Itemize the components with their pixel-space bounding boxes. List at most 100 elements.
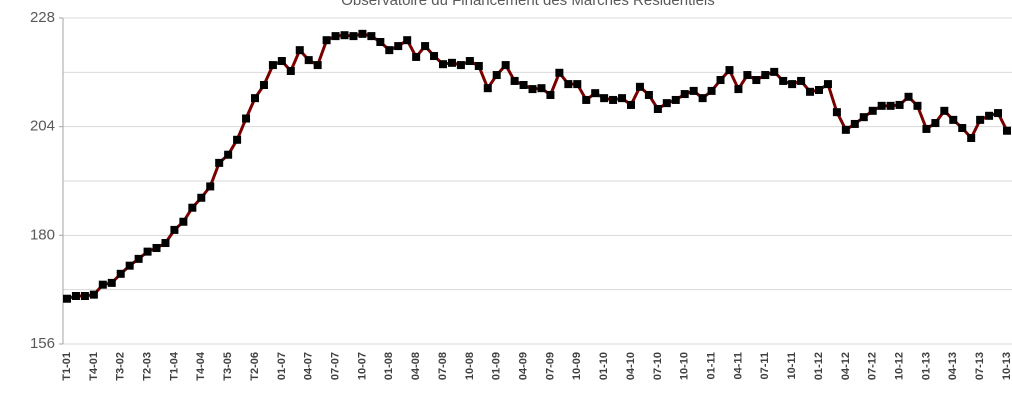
marker: [349, 32, 358, 41]
x-tick-label: 01-10: [598, 352, 610, 380]
x-tick-label: 07-10: [652, 352, 664, 380]
marker: [304, 56, 313, 65]
marker: [671, 95, 680, 104]
x-tick-label: 10-07: [356, 352, 368, 380]
marker: [116, 269, 125, 278]
marker: [940, 106, 949, 115]
marker: [680, 90, 689, 99]
marker: [895, 100, 904, 109]
x-tick-label: 07-08: [437, 352, 449, 380]
marker: [277, 57, 286, 66]
marker: [573, 80, 582, 89]
marker: [421, 42, 430, 51]
marker: [537, 84, 546, 93]
y-tick-label: 204: [30, 118, 55, 135]
x-tick-label: 04-08: [410, 352, 422, 380]
marker: [430, 52, 439, 61]
marker: [295, 46, 304, 55]
marker: [179, 217, 188, 226]
marker: [734, 85, 743, 94]
marker: [877, 101, 886, 110]
y-tick-label: 228: [30, 9, 55, 26]
x-tick-label: T1-01: [61, 352, 73, 381]
x-tick-label: T2-06: [249, 352, 261, 381]
marker: [662, 99, 671, 108]
marker: [492, 71, 501, 80]
marker: [698, 94, 707, 103]
marker: [591, 89, 600, 98]
x-tick-label: 07-09: [544, 352, 556, 380]
marker: [474, 61, 483, 70]
marker: [483, 84, 492, 93]
marker: [716, 76, 725, 85]
x-tick-label: 01-11: [705, 352, 717, 380]
marker: [958, 124, 967, 133]
marker: [224, 150, 233, 159]
marker: [788, 80, 797, 89]
x-tick-label: 04-07: [303, 352, 315, 380]
marker: [779, 76, 788, 85]
x-tick-label: 04-09: [517, 352, 529, 380]
x-tick-label: 10-09: [571, 352, 583, 380]
marker: [188, 203, 197, 212]
x-tick-label: 01-09: [491, 352, 503, 380]
x-tick-label: 04-10: [625, 352, 637, 380]
x-tick-label: 04-11: [732, 352, 744, 380]
marker: [394, 42, 403, 51]
marker: [358, 29, 367, 38]
marker: [859, 113, 868, 122]
marker: [367, 32, 376, 41]
x-tick-label: 07-12: [867, 352, 879, 380]
marker: [215, 158, 224, 167]
marker: [868, 106, 877, 115]
marker: [322, 36, 331, 45]
marker: [125, 261, 134, 270]
x-tick-label: T3-05: [222, 352, 234, 381]
x-tick-label: 10-11: [786, 352, 798, 380]
marker: [707, 86, 716, 95]
marker: [403, 36, 412, 45]
marker: [286, 66, 295, 75]
marker: [635, 82, 644, 91]
chart-title: Observatoire du Financement des Marchés …: [341, 0, 715, 9]
marker: [170, 225, 179, 234]
x-tick-label: 01-07: [276, 352, 288, 380]
marker: [797, 76, 806, 85]
x-tick-label: 04-13: [947, 352, 959, 380]
x-tick-label: T4-04: [195, 351, 207, 381]
marker: [967, 133, 976, 142]
marker: [806, 87, 815, 96]
marker: [743, 71, 752, 80]
marker: [447, 58, 456, 67]
marker: [761, 71, 770, 80]
marker: [519, 81, 528, 90]
x-tick-label: 10-13: [1001, 352, 1012, 380]
line: [66, 32, 1009, 301]
marker: [197, 193, 206, 202]
marker: [206, 182, 215, 191]
marker: [994, 109, 1003, 118]
marker: [850, 119, 859, 128]
marker: [251, 94, 259, 103]
marker: [725, 66, 734, 75]
marker: [456, 61, 465, 70]
marker: [161, 239, 170, 248]
marker: [886, 101, 895, 110]
marker: [259, 81, 268, 90]
marker: [501, 61, 510, 70]
x-tick-label: T3-02: [115, 352, 127, 381]
marker: [340, 31, 349, 40]
marker: [913, 101, 922, 110]
marker: [653, 105, 662, 114]
marker: [98, 280, 107, 289]
x-tick-label: 04-12: [840, 352, 852, 380]
marker: [823, 80, 832, 89]
marker: [268, 61, 277, 70]
marker: [510, 76, 519, 85]
marker: [331, 32, 340, 41]
marker: [609, 95, 618, 104]
y-tick-label: 180: [30, 226, 55, 243]
marker: [618, 94, 627, 103]
x-tick-label: 07-13: [974, 352, 986, 380]
marker: [412, 52, 421, 61]
